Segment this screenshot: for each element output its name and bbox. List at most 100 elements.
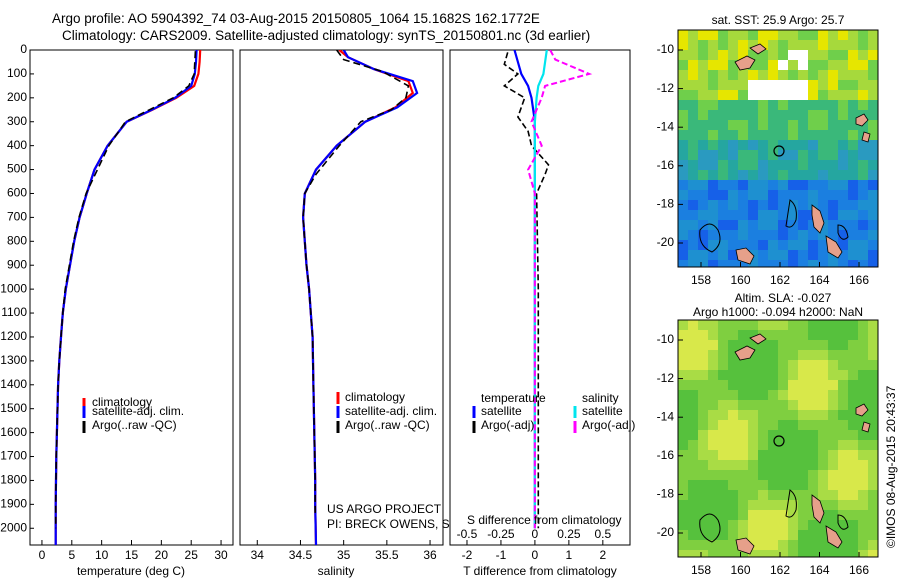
- map-cell: [808, 100, 818, 110]
- map-cell: [708, 410, 718, 420]
- map-cell: [688, 230, 698, 240]
- map-cell: [698, 420, 708, 430]
- map-cell: [778, 440, 788, 450]
- map-cell: [778, 150, 788, 160]
- map-cell: [738, 520, 748, 530]
- map-cell: [848, 550, 858, 557]
- map-cell: [808, 470, 818, 480]
- map-cell: [838, 520, 848, 530]
- lon-tick-label: 160: [730, 273, 750, 287]
- map-cell: [838, 80, 848, 90]
- map-cell: [698, 450, 708, 460]
- sla-coast: [699, 333, 871, 555]
- map-cell: [798, 60, 808, 70]
- map-cell: [678, 60, 688, 70]
- map-cell: [728, 530, 738, 540]
- map-cell: [848, 340, 858, 350]
- map-cell: [828, 80, 838, 90]
- map-cell: [868, 530, 878, 540]
- map-cell: [828, 510, 838, 520]
- map-cell: [808, 420, 818, 430]
- map-cell: [748, 190, 758, 200]
- sst-title: sat. SST: 25.9 Argo: 25.7: [712, 13, 845, 27]
- map-cell: [748, 40, 758, 50]
- map-cell: [748, 530, 758, 540]
- map-cell: [718, 320, 728, 330]
- lat-tick-label: -20: [657, 525, 675, 539]
- map-cell: [728, 370, 738, 380]
- map-cell: [748, 260, 758, 267]
- map-cell: [808, 230, 818, 240]
- map-cell: [718, 370, 728, 380]
- map-cell: [688, 360, 698, 370]
- depth-tick-label: 0: [20, 42, 27, 56]
- map-cell: [828, 170, 838, 180]
- x-tick-label: 0: [39, 548, 46, 562]
- map-cell: [768, 490, 778, 500]
- map-cell: [688, 100, 698, 110]
- map-cell: [708, 320, 718, 330]
- map-cell: [678, 70, 688, 80]
- map-cell: [688, 440, 698, 450]
- map-cell: [858, 170, 868, 180]
- map-cell: [758, 40, 768, 50]
- map-cell: [848, 250, 858, 260]
- map-cell: [798, 70, 808, 80]
- sst-bathymetry-contour: [699, 199, 849, 253]
- map-cell: [868, 30, 878, 40]
- map-cell: [848, 490, 858, 500]
- map-cell: [798, 550, 808, 557]
- map-cell: [838, 340, 848, 350]
- map-cell: [748, 410, 758, 420]
- map-cell: [758, 550, 768, 557]
- map-cell: [728, 60, 738, 70]
- map-cell: [728, 360, 738, 370]
- map-cell: [718, 530, 728, 540]
- map-cell: [678, 180, 688, 190]
- map-cell: [768, 510, 778, 520]
- map-cell: [698, 440, 708, 450]
- map-cell: [678, 250, 688, 260]
- map-cell: [848, 390, 858, 400]
- map-cell: [768, 440, 778, 450]
- salinity-xlabel: salinity: [318, 564, 355, 578]
- map-cell: [688, 140, 698, 150]
- map-cell: [818, 430, 828, 440]
- map-cell: [698, 410, 708, 420]
- map-cell: [798, 190, 808, 200]
- map-cell: [838, 170, 848, 180]
- map-cell: [868, 100, 878, 110]
- sla-map: Altim. SLA: -0.027 Argo h1000: -0.094 h2…: [657, 291, 879, 577]
- map-cell: [758, 190, 768, 200]
- map-cell: [848, 230, 858, 240]
- map-cell: [828, 320, 838, 330]
- map-cell: [778, 170, 788, 180]
- map-cell: [768, 410, 778, 420]
- map-cell: [728, 130, 738, 140]
- map-cell: [868, 330, 878, 340]
- map-cell: [688, 420, 698, 430]
- map-cell: [758, 230, 768, 240]
- map-cell: [728, 150, 738, 160]
- map-cell: [768, 80, 778, 90]
- map-cell: [848, 50, 858, 60]
- map-cell: [868, 40, 878, 50]
- map-cell: [698, 540, 708, 550]
- map-cell: [858, 70, 868, 80]
- map-cell: [778, 410, 788, 420]
- map-cell: [678, 380, 688, 390]
- map-cell: [798, 230, 808, 240]
- map-cell: [858, 380, 868, 390]
- depth-tick-label: 1800: [0, 473, 27, 487]
- map-cell: [768, 360, 778, 370]
- map-cell: [838, 230, 848, 240]
- map-cell: [698, 160, 708, 170]
- map-cell: [808, 490, 818, 500]
- map-cell: [798, 420, 808, 430]
- map-cell: [758, 490, 768, 500]
- map-cell: [778, 360, 788, 370]
- map-cell: [828, 210, 838, 220]
- map-cell: [768, 380, 778, 390]
- map-cell: [828, 50, 838, 60]
- map-cell: [738, 30, 748, 40]
